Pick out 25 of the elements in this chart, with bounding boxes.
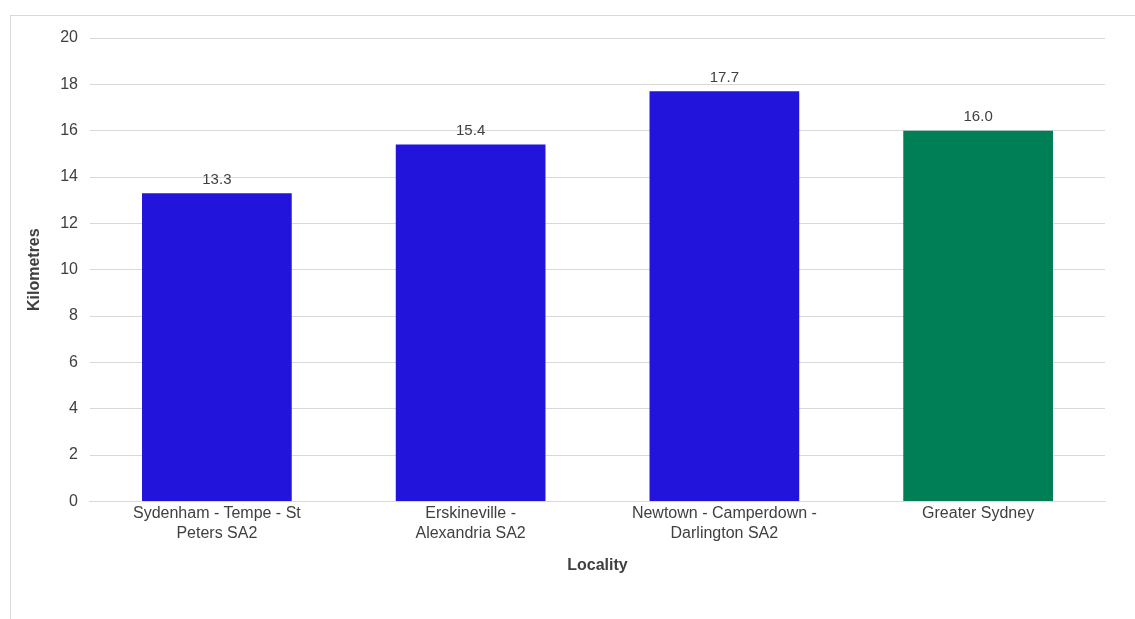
- y-tick-label: 8: [69, 306, 79, 324]
- x-tick-label: Greater Sydney: [922, 504, 1035, 522]
- x-tick-label: Sydenham - Tempe - St Peters SA2: [132, 504, 302, 541]
- y-tick-label: 18: [60, 74, 79, 92]
- bar: [395, 144, 546, 501]
- y-tick-label: 2: [69, 445, 79, 463]
- y-tick-label: 10: [60, 260, 79, 278]
- x-tick-label: Erskineville - Alexandria SA2: [415, 504, 526, 541]
- x-axis-title: Locality: [567, 555, 628, 573]
- bar: [903, 130, 1053, 501]
- y-axis-title: Kilometres: [25, 228, 43, 312]
- data-label: 16.0: [963, 107, 993, 125]
- y-tick-label: 16: [60, 121, 79, 139]
- y-tick-label: 14: [60, 167, 79, 185]
- y-tick-label: 20: [60, 28, 79, 46]
- y-tick-label: 12: [60, 213, 79, 231]
- y-tick-label: 6: [69, 352, 79, 370]
- x-tick-label: Newtown - Camperdown - Darlington SA2: [631, 504, 817, 541]
- y-tick-label: 0: [69, 491, 79, 509]
- bar: [649, 91, 800, 501]
- data-label: 13.3: [202, 169, 232, 187]
- bar: [142, 193, 292, 501]
- y-tick-label: 4: [69, 399, 79, 417]
- data-label: 17.7: [709, 67, 739, 85]
- data-label: 15.4: [456, 121, 486, 139]
